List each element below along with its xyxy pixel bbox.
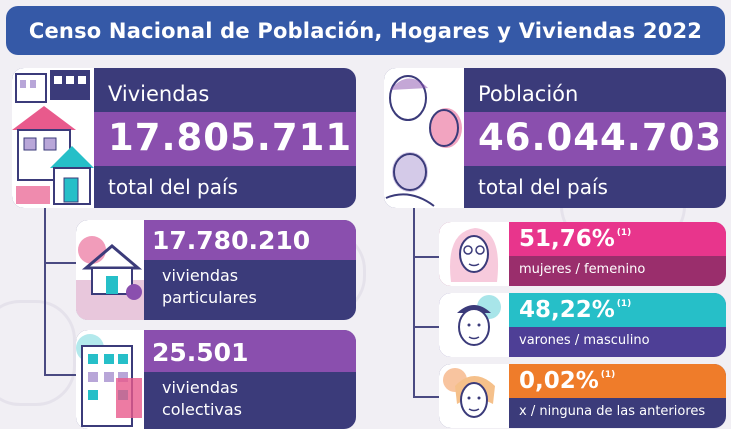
people-icon — [385, 75, 462, 207]
building-icon — [76, 334, 142, 427]
viviendas-total-card: Viviendas 17.805.711 total del país — [12, 68, 356, 208]
footnote-marker: (1) — [600, 370, 616, 380]
houses-illustration — [12, 68, 94, 208]
varones-pct: 48,22% (1) — [519, 297, 631, 323]
tree-connector — [413, 326, 439, 328]
otros-card: 0,02% (1) x / ninguna de las anteriores — [439, 364, 726, 428]
poblacion-total-sub: total del país — [478, 175, 608, 199]
tree-connector — [413, 256, 439, 258]
tree-connector — [44, 208, 46, 375]
house-illustration — [76, 220, 144, 320]
particulares-value-band — [144, 220, 356, 260]
viviendas-colectivas-card: 25.501 viviendas colectivas — [76, 330, 356, 429]
viviendas-total-value: 17.805.711 — [108, 116, 353, 159]
particulares-label-1: viviendas — [162, 266, 239, 285]
colectivas-label-2: colectivas — [162, 400, 242, 419]
poblacion-value-band — [464, 112, 726, 166]
mujeres-label: mujeres / femenino — [519, 262, 646, 277]
woman-face-icon — [450, 228, 499, 282]
mujeres-pct-value: 51,76% — [519, 226, 615, 252]
person-illustration — [439, 364, 509, 428]
varones-pct-value: 48,22% — [519, 297, 615, 323]
varones-label: varones / masculino — [519, 333, 650, 348]
mujeres-value-band — [509, 222, 726, 256]
varones-value-band — [509, 293, 726, 327]
footnote-marker: (1) — [616, 299, 632, 309]
building-illustration — [76, 330, 144, 429]
footnote-marker: (1) — [616, 228, 632, 238]
mujeres-pct: 51,76% (1) — [519, 226, 631, 252]
colectivas-label-1: viviendas — [162, 378, 239, 397]
house-icon — [76, 236, 144, 320]
particulares-value: 17.780.210 — [152, 226, 311, 255]
varones-card: 48,22% (1) varones / masculino — [439, 293, 726, 357]
otros-pct: 0,02% (1) — [519, 368, 615, 394]
woman-illustration — [439, 222, 509, 286]
background-doodle — [0, 300, 76, 406]
colectivas-value: 25.501 — [152, 338, 249, 367]
otros-label: x / ninguna de las anteriores — [519, 404, 706, 419]
poblacion-label: Población — [478, 82, 579, 106]
tree-connector — [44, 262, 76, 264]
otros-value-band — [509, 364, 726, 398]
tree-connector — [413, 396, 439, 398]
tree-connector — [413, 208, 415, 398]
person-face-icon — [443, 368, 495, 418]
viviendas-particulares-card: 17.780.210 viviendas particulares — [76, 220, 356, 320]
poblacion-total-card: Población 46.044.703 total del país — [384, 68, 726, 208]
man-face-icon — [457, 295, 501, 346]
viviendas-total-sub: total del país — [108, 175, 238, 199]
otros-pct-value: 0,02% — [519, 368, 599, 394]
page-title: Censo Nacional de Población, Hogares y V… — [6, 6, 725, 55]
man-illustration — [439, 293, 509, 357]
viviendas-label: Viviendas — [108, 82, 210, 106]
faces-illustration — [384, 68, 464, 208]
mujeres-card: 51,76% (1) mujeres / femenino — [439, 222, 726, 286]
tree-connector — [44, 374, 76, 376]
colectivas-value-band — [144, 330, 356, 372]
particulares-label-2: particulares — [162, 288, 257, 307]
houses-icon — [12, 70, 94, 205]
viviendas-value-band — [94, 112, 356, 166]
poblacion-total-value: 46.044.703 — [478, 116, 723, 159]
